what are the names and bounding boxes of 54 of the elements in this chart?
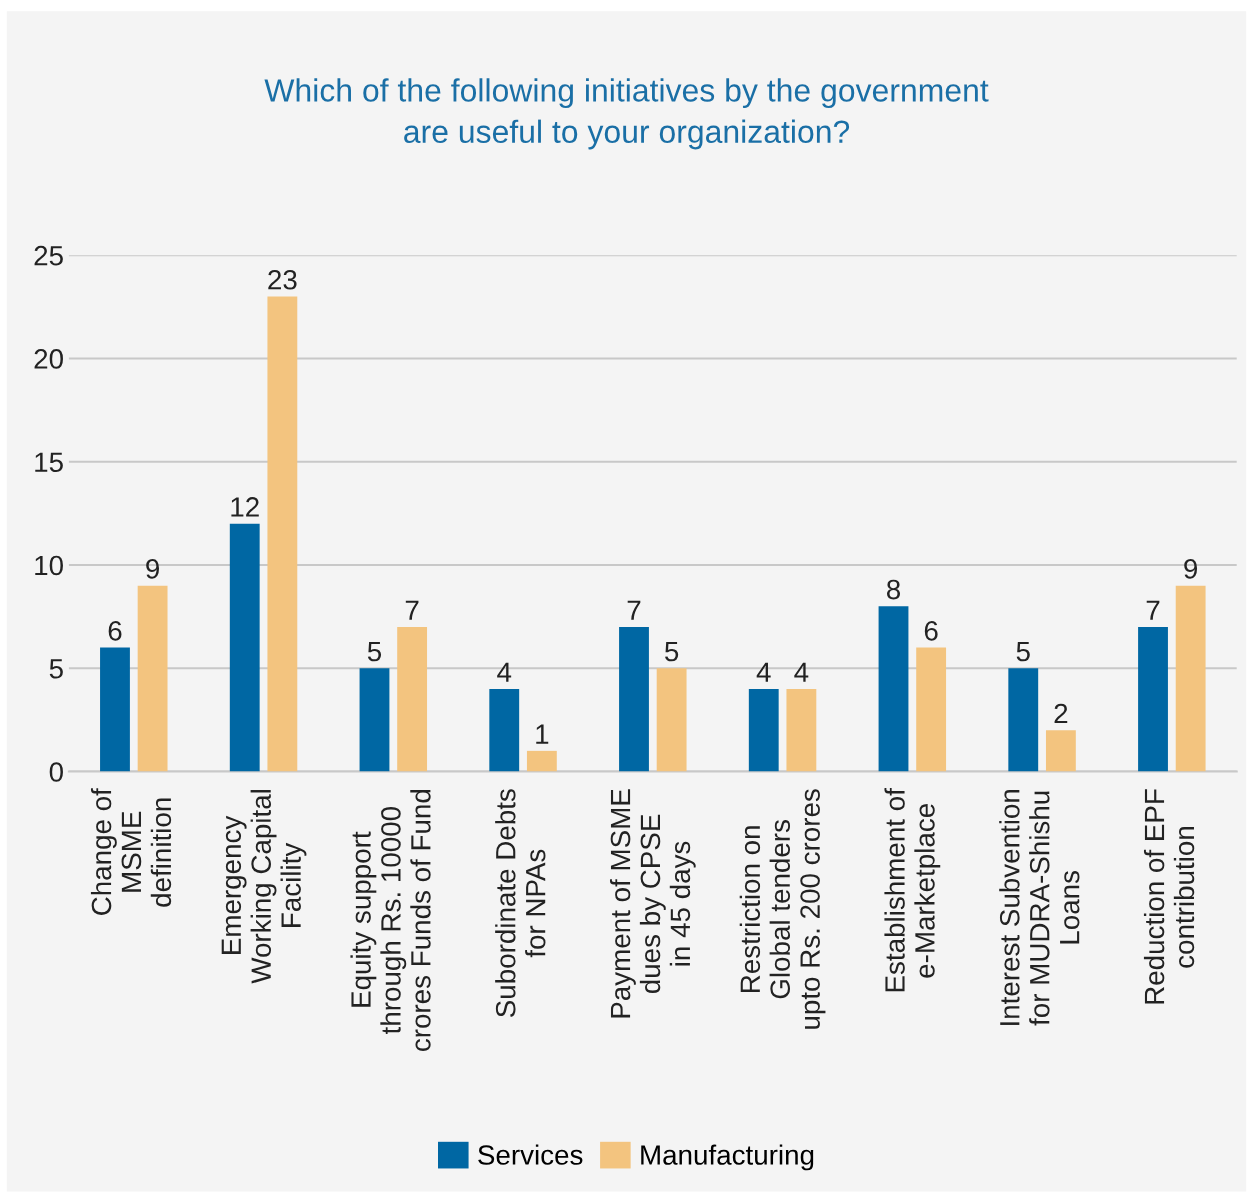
- y-tick-label: 20: [34, 349, 63, 369]
- bar: [100, 647, 130, 772]
- data-label: 7: [405, 600, 419, 620]
- x-tick-label: Emergency Working Capital Facility: [221, 790, 307, 984]
- data-label: 7: [627, 600, 641, 620]
- bar: [489, 688, 520, 772]
- x-tick-label: Change of MSME definition: [90, 788, 172, 915]
- data-label: 6: [924, 621, 938, 641]
- bar: [1045, 730, 1076, 772]
- bar: [786, 688, 817, 772]
- y-tick-label: 10: [35, 555, 63, 576]
- y-tick-label: 25: [34, 245, 63, 266]
- data-label: 5: [665, 641, 679, 662]
- legend-label: Services: [478, 1144, 583, 1165]
- data-label: 2: [1054, 703, 1068, 724]
- bar: [137, 585, 168, 772]
- data-label: 7: [1146, 600, 1160, 620]
- data-label: 4: [794, 662, 809, 682]
- data-label: 6: [108, 621, 122, 641]
- x-tick-label: Interest Subvention for MUDRA-Shishu Loans: [999, 789, 1080, 1026]
- x-tick-label: Payment of MSME dues by CPSE in 45 days: [609, 789, 696, 1018]
- x-tick-label: Reduction of EPF contribution: [1143, 789, 1195, 1004]
- bar: [397, 626, 428, 772]
- bar: [748, 688, 779, 772]
- data-label: 4: [497, 662, 512, 682]
- data-label: 5: [367, 641, 382, 662]
- bar: [359, 668, 390, 772]
- bar: [526, 750, 557, 772]
- bar: [229, 523, 260, 772]
- x-tick-label: Equity support through Rs. 10000 crores Funds of Fund: [350, 789, 431, 1051]
- bar: [1138, 626, 1168, 772]
- data-label: 23: [268, 269, 297, 290]
- y-tick-label: 5: [49, 659, 63, 679]
- bar: [878, 606, 909, 772]
- legend-label: Manufacturing: [641, 1144, 814, 1171]
- bar: [267, 296, 298, 772]
- bar: [916, 647, 947, 772]
- x-tick-label: Subordinate Debts for NPAs: [495, 789, 546, 1017]
- bar: [619, 626, 649, 772]
- data-label: 9: [1184, 559, 1198, 579]
- y-tick-label: 0: [49, 762, 63, 782]
- data-label: 12: [231, 497, 259, 517]
- y-tick-label: 15: [35, 452, 63, 473]
- data-label: 4: [756, 662, 771, 682]
- bar: [656, 668, 687, 772]
- bar: [1175, 585, 1206, 772]
- data-label: 9: [146, 559, 160, 579]
- x-tick-label: Establishment of e-Marketplace: [884, 788, 941, 992]
- bar: [1008, 668, 1039, 772]
- x-tick-label: Restriction on Global tenders upto Rs. 200 crores: [739, 789, 826, 1029]
- data-label: 1: [536, 724, 549, 744]
- chart-title: Which of the following initiatives by the government are useful to your organization?: [264, 78, 989, 150]
- data-label: 8: [886, 579, 901, 600]
- data-label: 5: [1016, 641, 1030, 662]
